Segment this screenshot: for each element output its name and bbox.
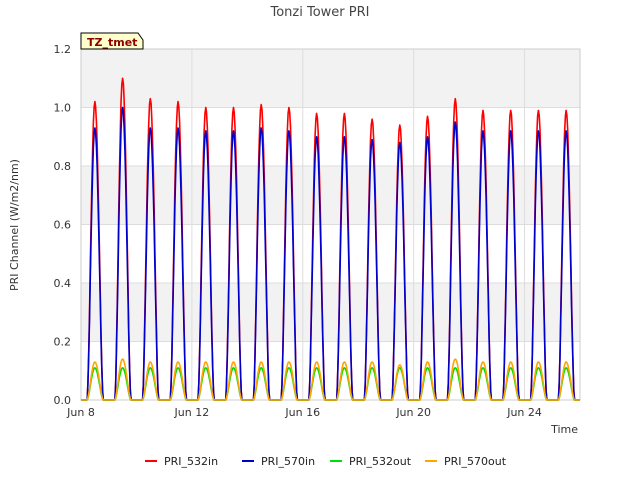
legend-item: PRI_570in — [242, 455, 315, 468]
x-tick-label: Jun 8 — [66, 406, 95, 419]
y-tick-label: 0.8 — [54, 160, 72, 173]
legend-label: PRI_570out — [444, 455, 507, 468]
legend-label: PRI_532in — [164, 455, 218, 468]
x-tick-label: Jun 12 — [174, 406, 210, 419]
plot-band — [81, 166, 580, 225]
y-tick-label: 1.0 — [54, 102, 72, 115]
plot-band — [81, 283, 580, 342]
plot-band — [81, 49, 580, 108]
legend-item: PRI_532in — [145, 455, 218, 468]
legend-item: PRI_570out — [425, 455, 507, 468]
y-tick-label: 0.4 — [54, 277, 72, 290]
station-badge-label: TZ_tmet — [87, 36, 137, 49]
y-axis-title: PRI Channel (W/m2/nm) — [8, 159, 21, 291]
station-badge: TZ_tmet — [80, 32, 144, 50]
y-tick-label: 1.2 — [54, 43, 72, 56]
x-axis-title: Time — [550, 423, 578, 436]
x-tick-label: Jun 20 — [395, 406, 431, 419]
legend-label: PRI_570in — [261, 455, 315, 468]
series-line-pri_570out — [81, 358, 580, 401]
series-lines — [81, 77, 580, 401]
legend-item: PRI_532out — [330, 455, 412, 468]
x-axis: Jun 8 Jun 12 Jun 16 Jun 20 Jun 24 — [66, 406, 542, 419]
y-tick-label: 0.0 — [54, 394, 72, 407]
chart-title: Tonzi Tower PRI — [270, 5, 370, 20]
x-tick-label: Jun 16 — [284, 406, 320, 419]
y-tick-label: 0.6 — [54, 219, 72, 232]
x-tick-label: Jun 24 — [506, 406, 542, 419]
y-axis: 0.0 0.2 0.4 0.6 0.8 1.0 1.2 — [54, 43, 72, 407]
legend-label: PRI_532out — [349, 455, 412, 468]
y-tick-label: 0.2 — [54, 336, 72, 349]
legend: PRI_532in PRI_570in PRI_532out PRI_570out — [145, 455, 507, 468]
